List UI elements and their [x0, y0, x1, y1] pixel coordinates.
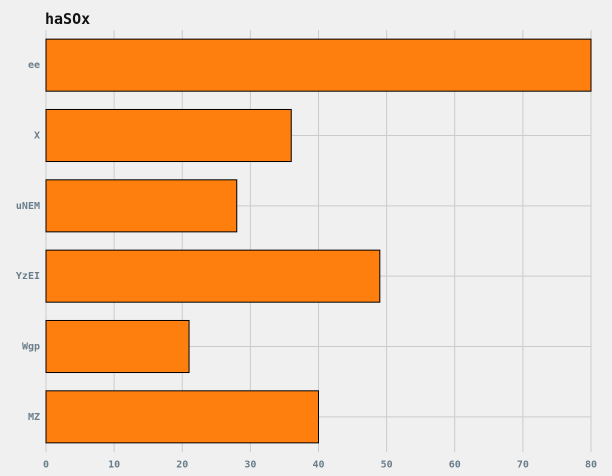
- x-tick-labels: 0 10 20 30 40 50 60 70 80: [43, 459, 597, 470]
- y-tick-label: YzEI: [16, 271, 40, 282]
- bar: [45, 108, 292, 163]
- y-tick-label: ee: [28, 60, 40, 71]
- x-tick-label: 0: [43, 459, 49, 470]
- x-tick-label: 50: [381, 459, 393, 470]
- bar: [45, 390, 319, 444]
- x-tick-label: 20: [176, 459, 188, 470]
- bar: [45, 319, 190, 374]
- x-tick-label: 80: [585, 459, 597, 470]
- x-tick-label: 60: [449, 459, 461, 470]
- x-tick-label: 10: [108, 459, 120, 470]
- bar: [45, 38, 592, 92]
- bars: [45, 38, 592, 444]
- y-tick-label: uNEM: [16, 201, 40, 212]
- x-tick-label: 40: [312, 459, 324, 470]
- bar: [45, 249, 381, 303]
- y-tick-label: Wgp: [22, 342, 40, 353]
- x-tick-label: 70: [517, 459, 529, 470]
- bar: [45, 179, 238, 233]
- grid-lines: [45, 30, 592, 452]
- y-tick-label: X: [34, 131, 40, 142]
- chart-title: haSOx: [45, 10, 91, 28]
- x-tick-label: 30: [244, 459, 256, 470]
- y-tick-label: MZ: [28, 412, 40, 423]
